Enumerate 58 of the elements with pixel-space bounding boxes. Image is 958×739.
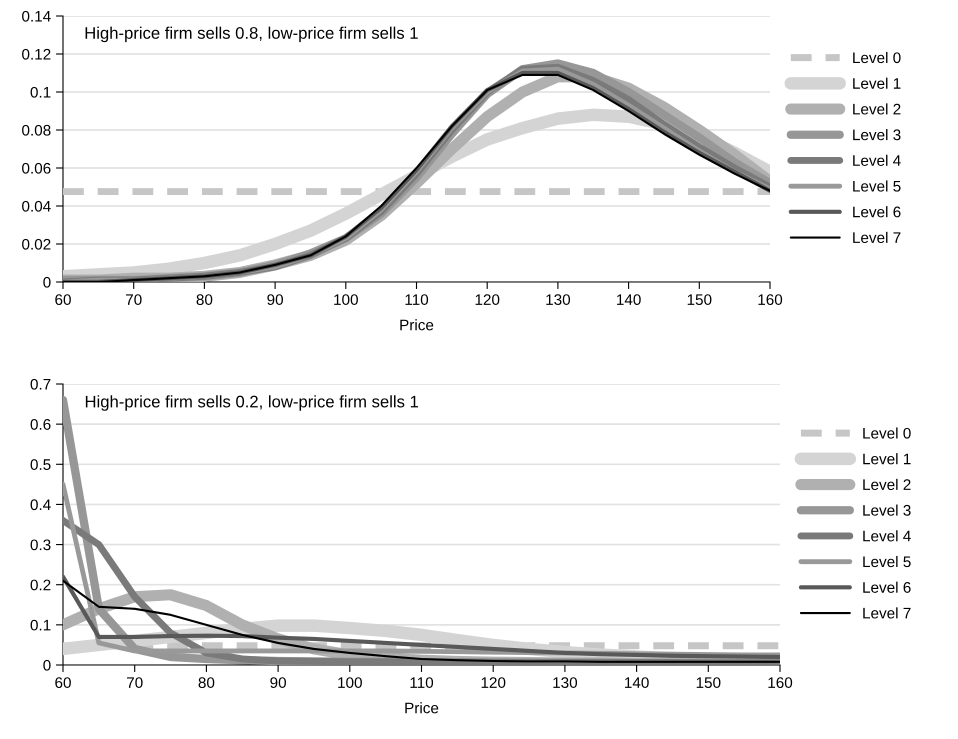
x-tick-label: 110 bbox=[405, 294, 428, 306]
x-tick-label: 100 bbox=[338, 677, 362, 688]
y-tick-label: 0.1 bbox=[30, 620, 50, 631]
y-tick-label: 0.4 bbox=[30, 499, 51, 510]
y-tick-label: 0.5 bbox=[30, 459, 51, 470]
x-tick-label: 160 bbox=[768, 677, 792, 688]
x-tick-label: 60 bbox=[55, 677, 71, 688]
y-tick-label: 0.3 bbox=[30, 539, 51, 550]
legend-label: Level 5 bbox=[863, 556, 911, 568]
legend-label: Level 0 bbox=[853, 52, 901, 64]
y-tick-label: 0 bbox=[43, 660, 51, 671]
y-tick-label: 0.06 bbox=[22, 162, 51, 174]
legend-label: Level 4 bbox=[863, 530, 911, 542]
x-axis-title: Price bbox=[400, 319, 434, 330]
x-tick-label: 80 bbox=[198, 677, 214, 688]
x-tick-label: 160 bbox=[758, 294, 782, 306]
legend-label: Level 1 bbox=[863, 453, 911, 464]
x-tick-label: 70 bbox=[126, 294, 142, 306]
y-tick-label: 0.7 bbox=[30, 378, 50, 390]
y-tick-label: 0.2 bbox=[30, 580, 50, 590]
legend-label: Level 7 bbox=[863, 607, 911, 619]
legend-label: Level 7 bbox=[853, 232, 900, 244]
x-tick-label: 80 bbox=[196, 294, 212, 306]
y-tick-label: 0.6 bbox=[30, 419, 51, 430]
x-tick-label: 100 bbox=[334, 294, 358, 306]
text: High-price firm sells 0.2, low-price firm sells 1 bbox=[86, 395, 418, 411]
y-tick-label: 0.02 bbox=[22, 238, 50, 250]
x-tick-label: 120 bbox=[482, 677, 506, 688]
legend-label: Level 6 bbox=[853, 206, 901, 218]
legend-label: Level 3 bbox=[863, 504, 911, 516]
legend-label: Level 2 bbox=[863, 478, 911, 490]
x-tick-label: 140 bbox=[625, 677, 649, 688]
x-tick-label: 150 bbox=[688, 294, 712, 306]
x-axis-title: Price bbox=[405, 702, 438, 714]
y-tick-label: 0.08 bbox=[22, 124, 51, 136]
legend-label: Level 0 bbox=[863, 427, 911, 439]
y-tick-label: 0.04 bbox=[22, 200, 51, 212]
legend-label: Level 1 bbox=[853, 78, 900, 89]
text: High-price firm sells 0.8, low-price firm sells 1 bbox=[86, 26, 418, 42]
legend-label: Level 2 bbox=[853, 103, 900, 115]
y-tick-label: 0.1 bbox=[30, 86, 50, 98]
x-tick-label: 110 bbox=[410, 677, 434, 688]
legend-label: Level 6 bbox=[863, 582, 911, 593]
x-tick-label: 130 bbox=[553, 677, 578, 688]
legend-label: Level 3 bbox=[853, 129, 901, 140]
legend-label: Level 4 bbox=[853, 154, 901, 166]
y-tick-label: 0.12 bbox=[22, 48, 50, 60]
x-tick-label: 130 bbox=[546, 294, 570, 306]
x-tick-label: 90 bbox=[267, 294, 283, 306]
y-tick-label: 0.14 bbox=[22, 10, 51, 22]
legend-label: Level 5 bbox=[853, 180, 901, 192]
y-tick-label: 0 bbox=[43, 276, 51, 288]
x-tick-label: 120 bbox=[476, 294, 500, 306]
x-tick-label: 140 bbox=[617, 294, 641, 306]
x-tick-label: 90 bbox=[270, 677, 286, 688]
x-tick-label: 150 bbox=[696, 677, 720, 688]
x-tick-label: 60 bbox=[55, 294, 71, 306]
x-tick-label: 70 bbox=[126, 677, 143, 688]
